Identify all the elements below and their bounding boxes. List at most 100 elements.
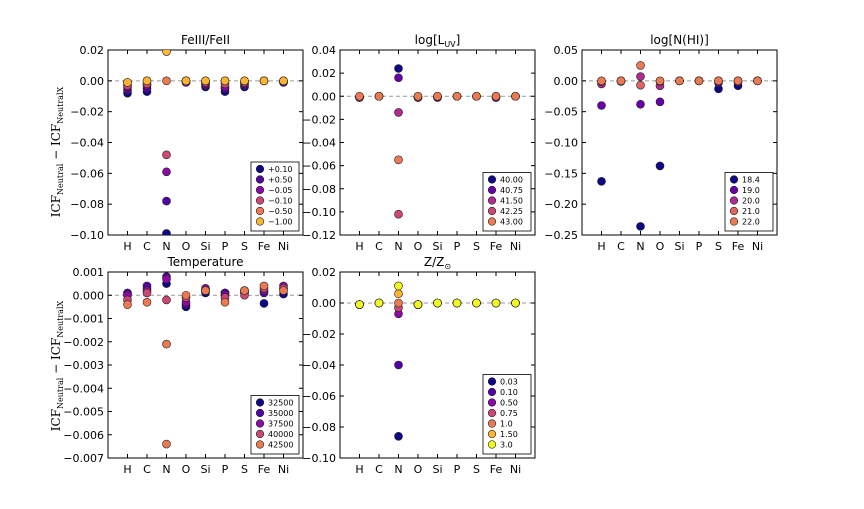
legend-label: 35000	[268, 409, 293, 418]
legend-label: 3.0	[500, 441, 513, 450]
legend-label: 0.03	[500, 378, 518, 387]
legend-label: −0.10	[268, 197, 293, 206]
y-tick-label: −0.06	[70, 167, 104, 180]
data-point-C	[142, 297, 152, 307]
x-tick-label: S	[473, 463, 480, 476]
data-point-N	[162, 76, 171, 86]
legend-marker	[255, 217, 265, 226]
data-point-O	[413, 91, 423, 101]
panel-4: 0.001 0.000 −0.001 −0.002 −0.003 −0.004 −0.005…	[63, 255, 304, 476]
y-tick-label: −0.005	[63, 406, 104, 419]
legend-label: 42.25	[500, 207, 523, 216]
legend-marker	[255, 440, 265, 449]
x-tick-label: Si	[432, 463, 442, 476]
x-tick-label: S	[473, 240, 480, 253]
data-point-N	[394, 298, 403, 308]
legend-label: +0.10	[268, 165, 293, 174]
y-tick-label: −0.004	[63, 382, 104, 395]
legend: +0.10 +0.50−0.05 −0.10−0.50 −1.00	[250, 161, 300, 232]
data-point-H	[355, 300, 364, 309]
data-point-N	[394, 281, 403, 291]
x-tick-label: N	[394, 240, 402, 253]
legend-label: 0.50	[500, 399, 518, 408]
data-point-Fe	[259, 281, 269, 291]
y-tick-label: 0.000	[73, 289, 105, 302]
data-point-N	[162, 339, 171, 349]
x-tick-label: O	[414, 463, 423, 476]
data-point-P	[452, 91, 462, 101]
data-points	[123, 50, 288, 235]
x-tick-label: Ni	[510, 240, 521, 253]
data-point-N	[394, 360, 403, 370]
data-point-Fe	[491, 298, 501, 308]
y-tick-label: −0.003	[63, 359, 104, 372]
legend: 18.419.0 20.021.0 22.0	[724, 172, 774, 232]
data-point-C	[374, 298, 384, 308]
x-tick-label: Fe	[258, 240, 271, 253]
x-tick-label: P	[696, 240, 703, 253]
data-point-N	[162, 50, 171, 56]
x-tick-label: H	[355, 240, 363, 253]
data-point-S	[472, 91, 481, 101]
y-tick-label: −0.08	[70, 198, 104, 211]
data-point-Si	[433, 298, 442, 308]
x-tick-label: P	[454, 240, 461, 253]
legend-marker	[729, 175, 739, 184]
data-point-N	[636, 99, 645, 109]
y-tick-label: −0.04	[302, 137, 336, 150]
data-point-N	[162, 150, 171, 160]
x-tick-label: Fe	[258, 463, 271, 476]
data-point-N	[162, 196, 171, 206]
legend-marker	[487, 217, 497, 226]
y-tick-label: −0.15	[544, 167, 578, 180]
legend-label: −0.05	[268, 186, 293, 195]
legend-marker	[255, 175, 265, 184]
y-tick-label: −0.02	[70, 106, 104, 119]
data-point-C	[374, 91, 384, 101]
legend-label: 1.50	[500, 430, 518, 439]
legend-marker	[255, 419, 265, 428]
x-tick-label: Ni	[278, 240, 289, 253]
data-point-N	[394, 431, 403, 441]
data-point-C	[142, 288, 152, 298]
y-tick-label: −0.10	[544, 137, 578, 150]
x-tick-label: Ni	[278, 463, 289, 476]
legend-marker	[487, 206, 497, 216]
data-point-N	[636, 222, 645, 231]
legend-marker	[487, 398, 497, 407]
x-tick-label: Si	[200, 240, 210, 253]
data-point-N	[394, 289, 403, 299]
panel-title: Temperature	[166, 255, 243, 269]
data-point-N	[162, 229, 171, 235]
data-point-S	[472, 298, 481, 308]
data-point-Si	[201, 76, 210, 86]
x-tick-label: S	[241, 240, 248, 253]
data-point-H	[123, 300, 132, 309]
legend-marker	[255, 206, 265, 216]
legend-marker	[729, 217, 739, 226]
data-point-O	[655, 76, 665, 86]
x-tick-label: N	[394, 463, 402, 476]
data-points	[597, 61, 762, 231]
y-tick-label: 0.00	[312, 297, 337, 310]
legend-label: 1.0	[500, 420, 513, 429]
data-point-P	[220, 76, 230, 86]
data-point-O	[655, 161, 665, 171]
data-points	[123, 272, 288, 449]
data-point-Si	[675, 76, 684, 86]
legend-label: 0.10	[500, 388, 518, 397]
data-point-Ni	[279, 76, 288, 86]
panel-title: Z/Z⊙	[424, 255, 451, 271]
legend-marker	[255, 196, 265, 205]
data-points	[355, 64, 520, 219]
legend-marker	[255, 398, 265, 407]
legend-label: 21.0	[742, 207, 760, 216]
data-point-O	[655, 97, 665, 107]
y-tick-label: −0.007	[63, 452, 104, 465]
data-point-Fe	[259, 76, 269, 86]
data-point-H	[597, 101, 606, 110]
legend-marker	[487, 387, 497, 397]
y-tick-label: −0.08	[302, 183, 336, 196]
